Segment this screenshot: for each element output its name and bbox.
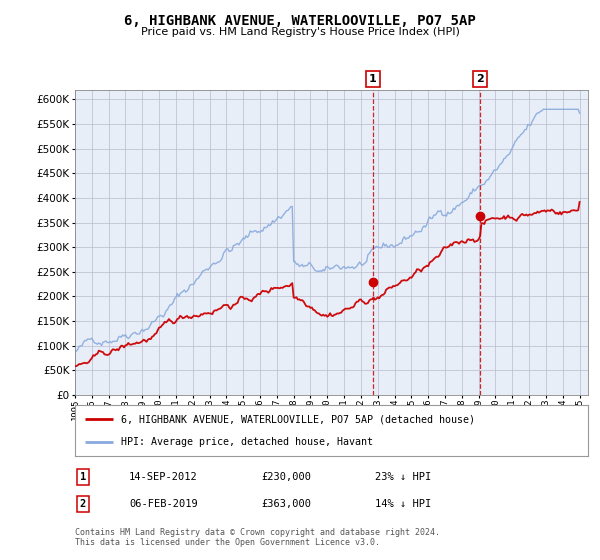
Text: 1: 1 (80, 472, 86, 482)
Text: 06-FEB-2019: 06-FEB-2019 (129, 499, 198, 509)
Text: 2: 2 (80, 499, 86, 509)
Text: 14-SEP-2012: 14-SEP-2012 (129, 472, 198, 482)
Text: 1: 1 (369, 74, 377, 84)
Text: £363,000: £363,000 (261, 499, 311, 509)
Text: 2: 2 (476, 74, 484, 84)
Text: 6, HIGHBANK AVENUE, WATERLOOVILLE, PO7 5AP: 6, HIGHBANK AVENUE, WATERLOOVILLE, PO7 5… (124, 14, 476, 28)
Text: 23% ↓ HPI: 23% ↓ HPI (375, 472, 431, 482)
Text: £230,000: £230,000 (261, 472, 311, 482)
Text: 14% ↓ HPI: 14% ↓ HPI (375, 499, 431, 509)
Text: Contains HM Land Registry data © Crown copyright and database right 2024.
This d: Contains HM Land Registry data © Crown c… (75, 528, 440, 547)
Text: HPI: Average price, detached house, Havant: HPI: Average price, detached house, Hava… (121, 437, 373, 447)
Text: Price paid vs. HM Land Registry's House Price Index (HPI): Price paid vs. HM Land Registry's House … (140, 27, 460, 37)
Text: 6, HIGHBANK AVENUE, WATERLOOVILLE, PO7 5AP (detached house): 6, HIGHBANK AVENUE, WATERLOOVILLE, PO7 5… (121, 414, 475, 424)
